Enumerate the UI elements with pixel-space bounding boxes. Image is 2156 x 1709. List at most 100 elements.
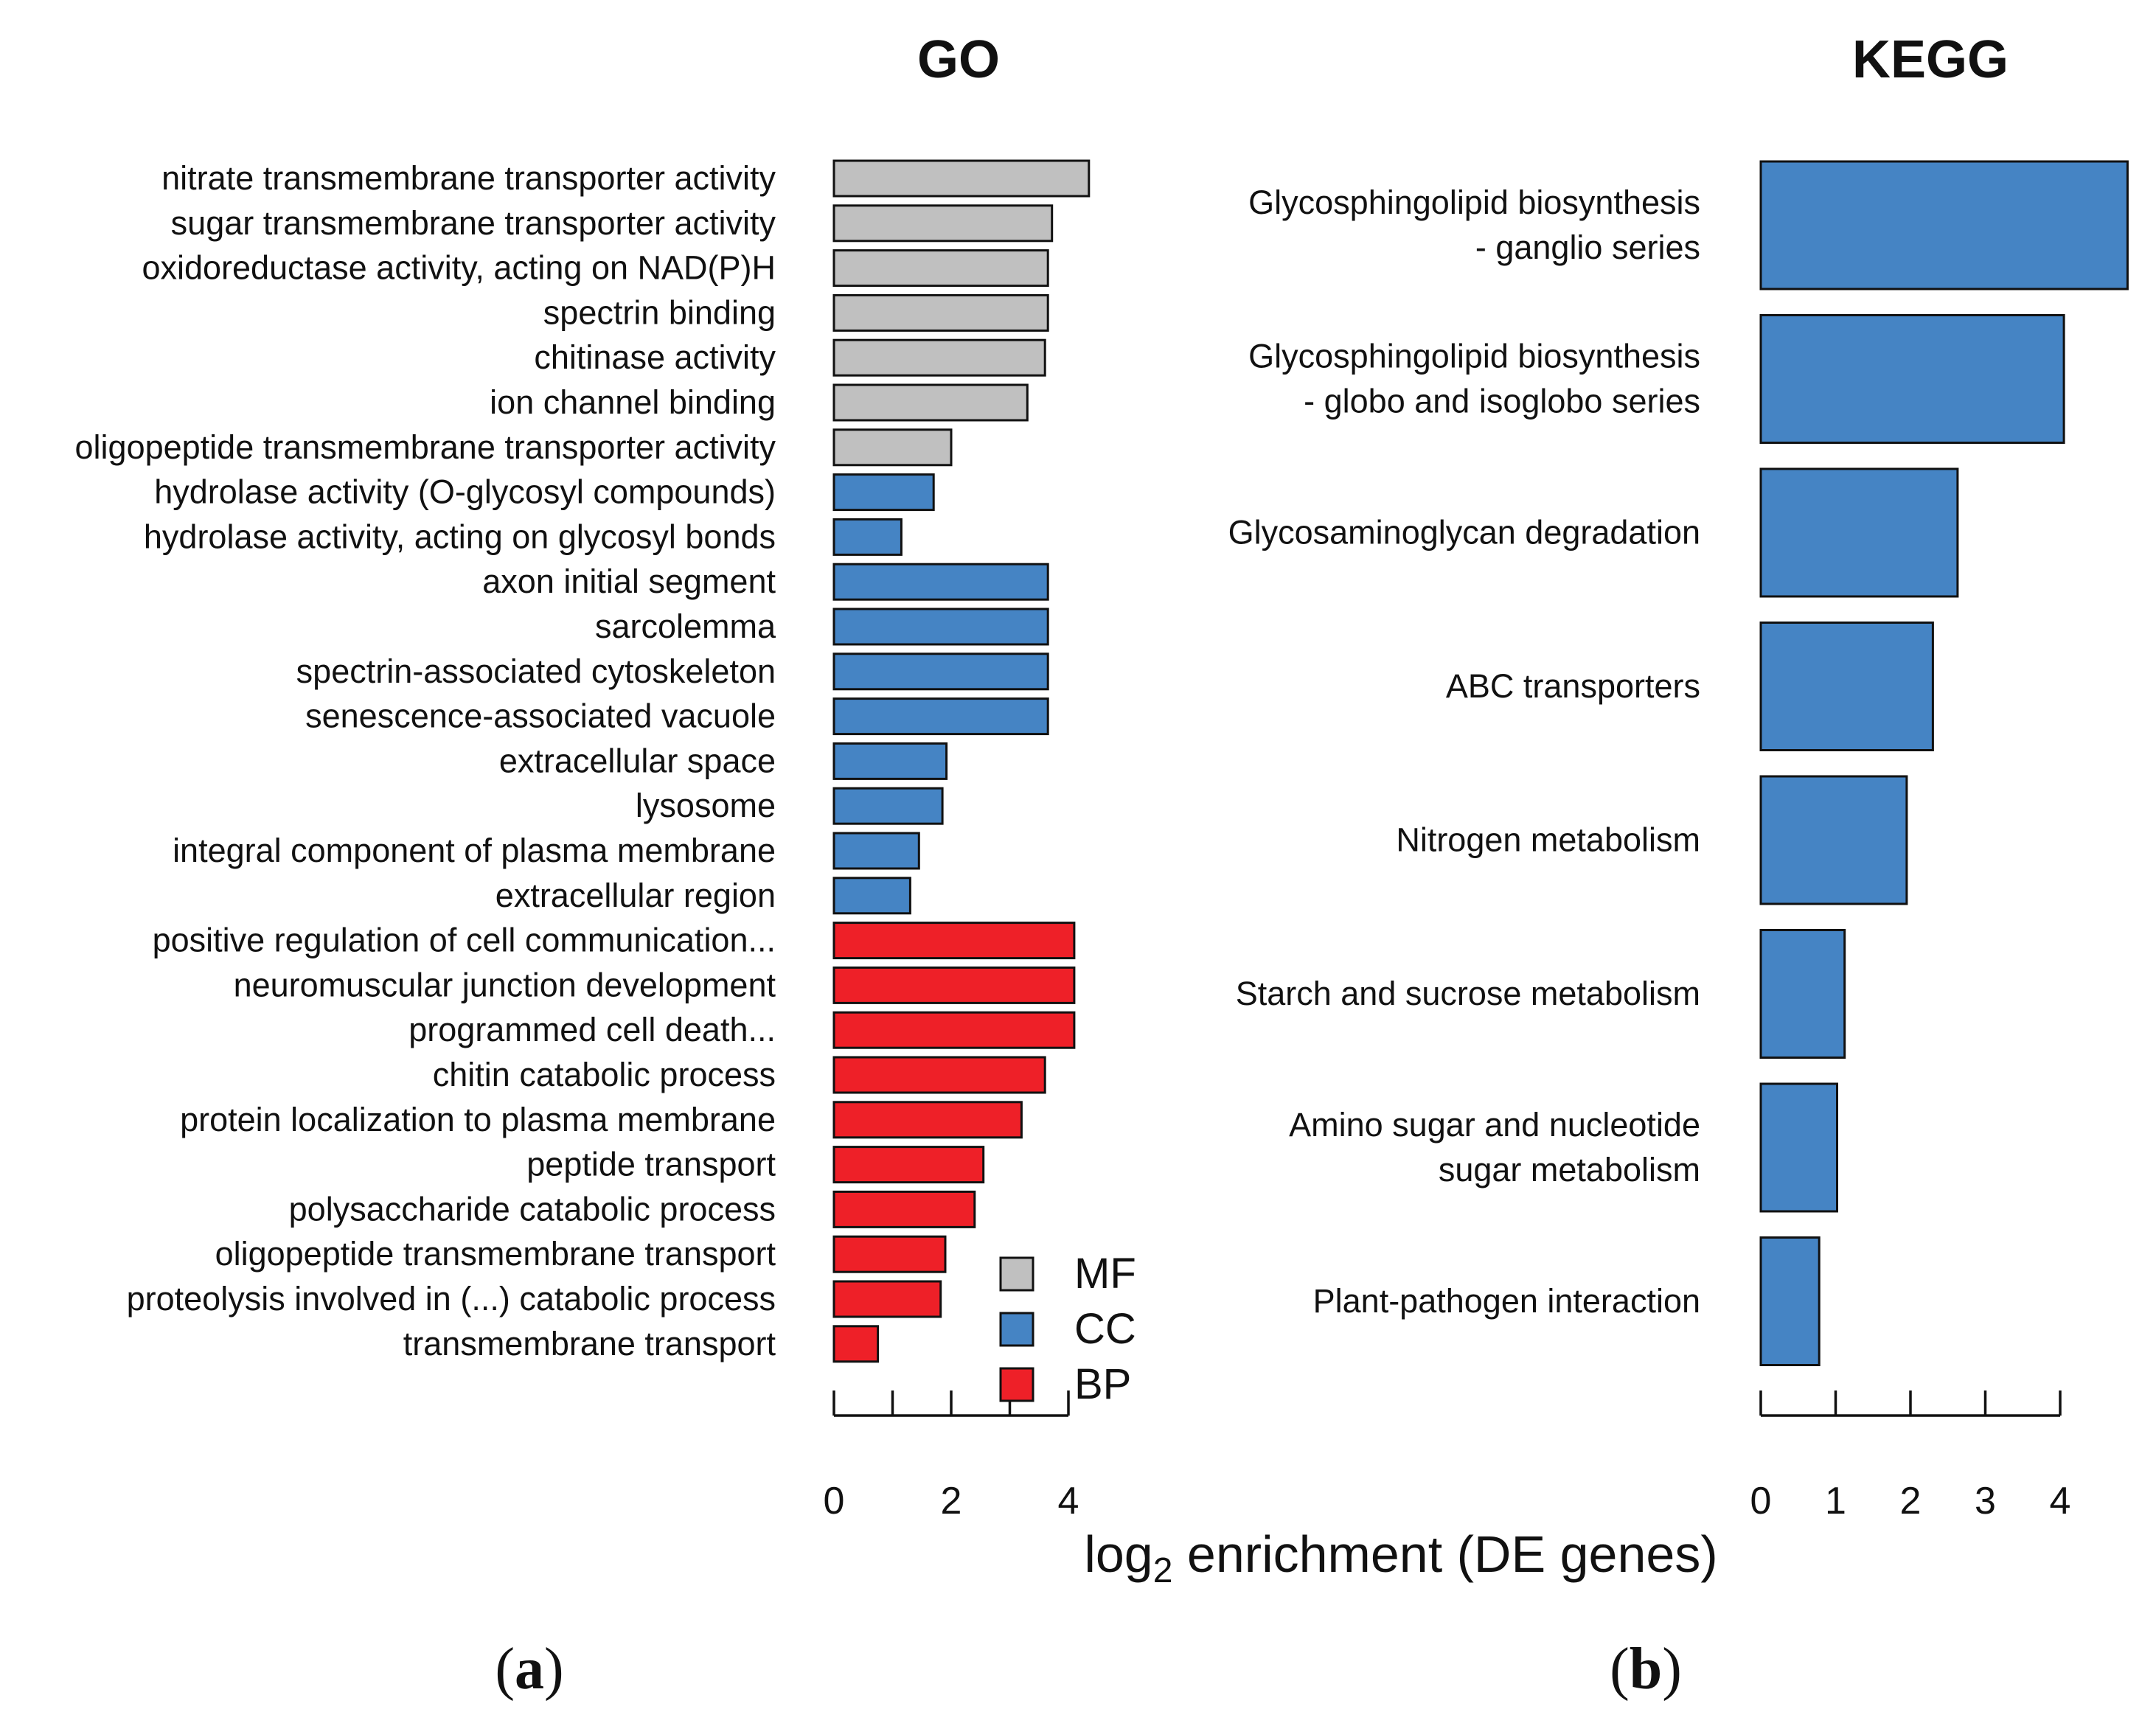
go-category-label: lysosome [636, 787, 776, 824]
legend-swatch-cc [999, 1312, 1034, 1347]
go-category-label: oligopeptide transmembrane transporter a… [75, 428, 776, 466]
go-category-label: senescence-associated vacuole [305, 697, 776, 735]
legend-label-cc: CC [1074, 1305, 1136, 1353]
go-x-axis: 0 2 4 [824, 1390, 1079, 1522]
kegg-tick-label: 4 [2050, 1480, 2071, 1522]
kegg-bars: Glycosphingolipid biosynthesis - ganglio … [1228, 160, 2129, 1366]
go-category-label: hydrolase activity, acting on glycosyl b… [144, 518, 776, 555]
go-bar-positive-regulation-of-cell-communication [832, 922, 1076, 960]
kegg-tick-label: 0 [1750, 1480, 1772, 1522]
go-bar-nitrate-transmembrane-transporter-activity [832, 159, 1091, 198]
go-bar-sarcolemma [832, 608, 1049, 646]
kegg-bar-amino-sugar-and-nucleotide-sugar-metabolism [1759, 1082, 1838, 1213]
kegg-category-label: Plant-pathogen interaction [1313, 1282, 1700, 1320]
kegg-bar-plant-pathogen-interaction [1759, 1236, 1821, 1366]
go-category-label: oxidoreductase activity, acting on NAD(P… [142, 249, 776, 287]
kegg-category-label: - ganglio series [1475, 229, 1700, 266]
go-category-label: chitinase activity [534, 338, 776, 376]
go-bar-oxidoreductase-activity-acting-on-nad-p-h [832, 249, 1049, 288]
kegg-category-label: Glycosphingolipid biosynthesis [1248, 184, 1700, 221]
go-category-label: spectrin binding [543, 293, 776, 331]
kegg-bar-glycosaminoglycan-degradation [1759, 467, 1959, 598]
kegg-tick-label: 3 [1975, 1480, 1996, 1522]
go-tick-label: 4 [1058, 1480, 1079, 1522]
go-category-label: protein localization to plasma membrane [180, 1101, 776, 1138]
go-bar-spectrin-associated-cytoskeleton [832, 652, 1049, 691]
go-category-label: transmembrane transport [403, 1325, 776, 1362]
go-category-label: peptide transport [526, 1146, 776, 1183]
kegg-category-label: Glycosaminoglycan degradation [1228, 514, 1700, 551]
go-bar-spectrin-binding [832, 293, 1049, 332]
go-legend: MF CC BP [999, 1250, 1136, 1408]
kegg-bar-glycosphingolipid-biosynthesis-globo-and-isoglobo-series [1759, 314, 2065, 444]
go-bar-chitinase-activity [832, 338, 1046, 377]
kegg-bar-starch-and-sucrose-metabolism [1759, 929, 1846, 1059]
x-axis-label-prefix: log [1084, 1525, 1152, 1583]
kegg-category-label: Nitrogen metabolism [1396, 821, 1700, 859]
go-tick-label: 2 [941, 1480, 962, 1522]
go-category-label: spectrin-associated cytoskeleton [296, 652, 776, 690]
panel-label-a-close: ) [544, 1637, 564, 1702]
kegg-category-label: - globo and isoglobo series [1304, 383, 1700, 420]
go-chart-title: GO [917, 30, 1000, 89]
go-bar-hydrolase-activity-o-glycosyl-compounds [832, 473, 935, 512]
kegg-category-label: Amino sugar and nucleotide [1289, 1106, 1700, 1144]
go-category-label: chitin catabolic process [433, 1056, 776, 1093]
go-chart: GO nitrate transmembrane transporter act… [75, 30, 1136, 1522]
kegg-category-label: sugar metabolism [1439, 1151, 1700, 1188]
kegg-bar-nitrogen-metabolism [1759, 775, 1908, 905]
kegg-chart-title: KEGG [1852, 30, 2009, 89]
go-bar-neuromuscular-junction-development [832, 966, 1076, 1004]
go-bar-senescence-associated-vacuole [832, 697, 1049, 736]
kegg-category-label: Glycosphingolipid biosynthesis [1248, 338, 1700, 375]
go-bar-polysaccharide-catabolic-process [832, 1190, 976, 1228]
panel-label-b-letter: b [1630, 1637, 1663, 1702]
panel-label-b-open: ( [1610, 1637, 1630, 1702]
go-bar-peptide-transport [832, 1146, 985, 1184]
go-bar-extracellular-region [832, 877, 911, 915]
go-bar-transmembrane-transport [832, 1325, 880, 1363]
go-category-label: sarcolemma [595, 608, 776, 645]
kegg-category-label: Starch and sucrose metabolism [1236, 975, 1700, 1012]
go-bar-oligopeptide-transmembrane-transporter-activity [832, 428, 953, 467]
go-category-label: programmed cell death... [408, 1011, 776, 1048]
kegg-bar-abc-transporters [1759, 622, 1934, 751]
go-category-label: extracellular space [499, 742, 776, 779]
panel-label-a-open: ( [495, 1637, 515, 1702]
legend-swatch-mf [999, 1256, 1034, 1292]
x-axis-label-suffix: enrichment (DE genes) [1172, 1525, 1717, 1583]
go-category-label: nitrate transmembrane transporter activi… [161, 159, 776, 197]
go-category-label: integral component of plasma membrane [173, 832, 776, 869]
go-category-label: sugar transmembrane transporter activity [171, 204, 776, 242]
go-bar-lysosome [832, 787, 944, 825]
go-tick-label: 0 [824, 1480, 845, 1522]
legend-swatch-bp [999, 1367, 1034, 1402]
panel-label-a: (a) [495, 1637, 563, 1702]
go-category-label: axon initial segment [482, 563, 776, 600]
kegg-tick-label: 2 [1900, 1480, 1922, 1522]
legend-label-bp: BP [1074, 1360, 1131, 1408]
go-bar-integral-component-of-plasma-membrane [832, 832, 920, 870]
legend-label-mf: MF [1074, 1250, 1136, 1298]
panel-label-b-close: ) [1662, 1637, 1682, 1702]
kegg-bar-glycosphingolipid-biosynthesis-ganglio-series [1759, 160, 2129, 290]
go-bar-ion-channel-binding [832, 383, 1029, 422]
x-axis-label: log2 enrichment (DE genes) [1084, 1525, 1717, 1590]
go-category-label: proteolysis involved in (...) catabolic … [127, 1280, 776, 1318]
go-bar-programmed-cell-death [832, 1011, 1076, 1049]
go-category-label: polysaccharide catabolic process [289, 1190, 776, 1228]
go-bar-axon-initial-segment [832, 563, 1049, 601]
go-category-label: ion channel binding [490, 383, 776, 421]
panel-label-a-letter: a [515, 1637, 544, 1702]
go-bar-proteolysis-involved-in-catabolic-process [832, 1280, 942, 1318]
go-category-label: hydrolase activity (O-glycosyl compounds… [154, 473, 776, 511]
x-axis-label-subscript: 2 [1153, 1551, 1173, 1590]
go-bar-protein-localization-to-plasma-membrane [832, 1101, 1023, 1139]
kegg-category-label: ABC transporters [1446, 667, 1700, 705]
go-category-label: neuromuscular junction development [234, 966, 776, 1003]
kegg-chart: KEGG Glycosphingolipid biosynthesis - gan… [1228, 30, 2129, 1522]
kegg-x-axis: 0 1 2 3 4 [1750, 1390, 2071, 1522]
go-bar-sugar-transmembrane-transporter-activity [832, 204, 1054, 243]
go-bar-hydrolase-activity-acting-on-glycosyl-bonds [832, 518, 903, 556]
